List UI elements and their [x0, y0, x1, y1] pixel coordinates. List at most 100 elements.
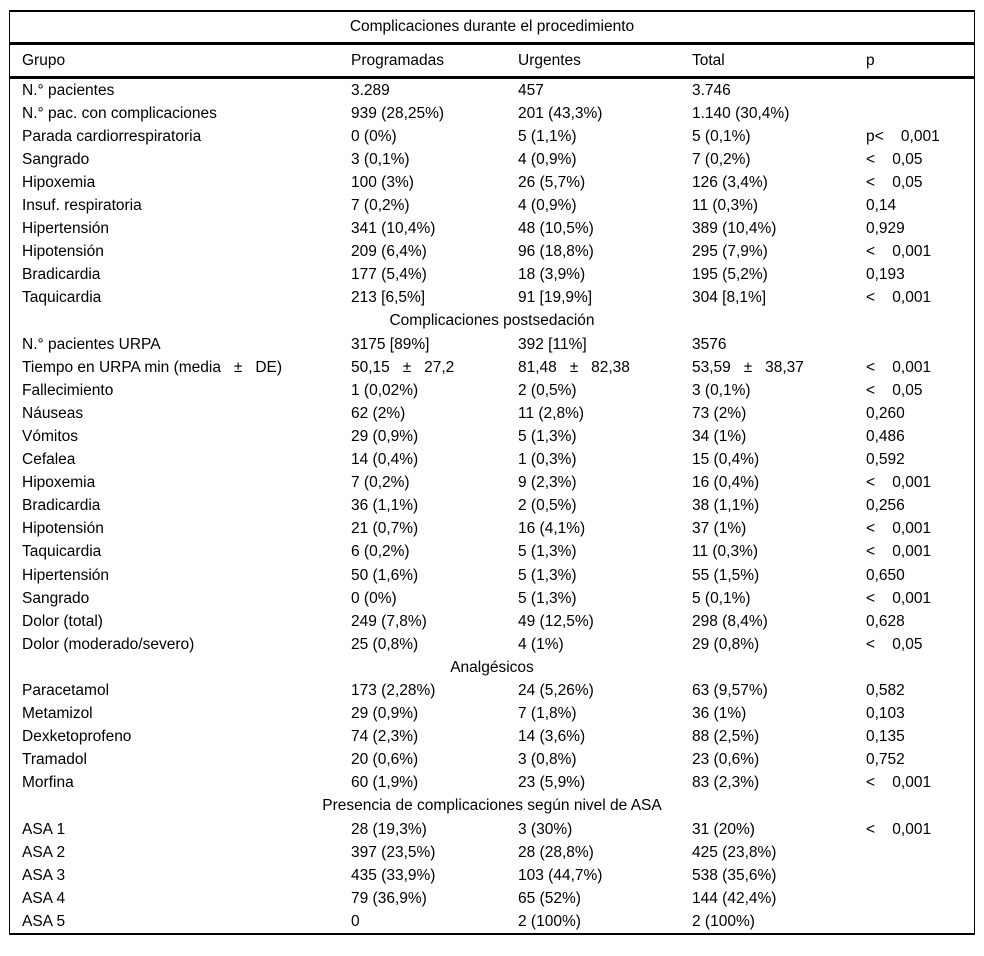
total-cell: 55 (1,5%) — [692, 566, 760, 584]
total-cell: 298 (8,4%) — [692, 612, 768, 630]
row-label-cell: Cefalea — [22, 451, 76, 469]
table-row: Vómitos 29 (0,9%) 5 (1,3%) 34 (1%) 0,486 — [10, 425, 974, 448]
table-body: N.° pacientes 3.289 457 3.746 N.° pac. con c… — [10, 79, 974, 933]
total-cell: 15 (0,4%) — [692, 451, 760, 469]
row-label-cell: Insuf. respiratoria — [22, 197, 142, 215]
table-row: Cefalea 14 (0,4%) 1 (0,3%) 15 (0,4%) 0,592 — [10, 449, 974, 472]
row-label-cell: Sangrado — [22, 150, 90, 168]
total-cell: 295 (7,9%) — [692, 243, 768, 261]
total-cell: 16 (0,4%) — [692, 474, 760, 492]
total-cell: 37 (1%) — [692, 520, 747, 538]
urgentes-cell: 91 [19,9%] — [518, 289, 593, 307]
row-label-cell: Hipoxemia — [22, 173, 96, 191]
p-value-cell: 0,592 — [866, 451, 905, 469]
column-header-programadas: Programadas — [351, 51, 445, 69]
programadas-cell: 21 (0,7%) — [351, 520, 419, 538]
total-cell: 3576 — [692, 335, 727, 353]
table-row: Metamizol 29 (0,9%) 7 (1,8%) 36 (1%) 0,103 — [10, 703, 974, 726]
programadas-cell: 3 (0,1%) — [351, 150, 410, 168]
column-header-grupo: Grupo — [22, 51, 66, 69]
row-label-cell: N.° pacientes — [22, 81, 115, 99]
total-cell: 11 (0,3%) — [692, 197, 759, 215]
table-row: Insuf. respiratoria 7 (0,2%) 4 (0,9%) 11 (0… — [10, 194, 974, 217]
urgentes-cell: 392 [11%] — [518, 335, 587, 353]
table-row: Morfina 60 (1,9%) 23 (5,9%) 83 (2,3%) < 0,00… — [10, 772, 974, 795]
total-cell: 195 (5,2%) — [692, 266, 768, 284]
table-row: Hipertensión 341 (10,4%) 48 (10,5%) 389 (10… — [10, 218, 974, 241]
total-cell: 538 (35,6%) — [692, 866, 777, 884]
programadas-cell: 50,15 ± 27,2 — [351, 358, 455, 376]
row-label-cell: ASA 5 — [22, 912, 66, 930]
total-cell: 83 (2,3%) — [692, 774, 760, 792]
programadas-cell: 29 (0,9%) — [351, 427, 419, 445]
urgentes-cell: 7 (1,8%) — [518, 705, 577, 723]
total-cell: 144 (42,4%) — [692, 889, 777, 907]
row-label-cell: Dolor (total) — [22, 612, 103, 630]
section-header: Analgésicos — [450, 658, 534, 676]
table-row: ASA 1 28 (19,3%) 3 (30%) 31 (20%) < 0,001 — [10, 818, 974, 841]
p-value-cell: 0,582 — [866, 681, 905, 699]
row-label-cell: Fallecimiento — [22, 381, 114, 399]
programadas-cell: 36 (1,1%) — [351, 497, 419, 515]
total-cell: 36 (1%) — [692, 705, 747, 723]
urgentes-cell: 457 — [518, 81, 544, 99]
table-row: N.° pac. con complicaciones 939 (28,25%) 2… — [10, 102, 974, 125]
p-value-cell: < 0,001 — [866, 820, 932, 838]
row-label-cell: Dexketoprofeno — [22, 728, 132, 746]
p-value-cell: 0,486 — [866, 427, 905, 445]
programadas-cell: 74 (2,3%) — [351, 728, 419, 746]
p-value-cell: 0,14 — [866, 197, 897, 215]
complications-table: Complicaciones durante el procedimiento … — [9, 10, 975, 936]
table-row: Bradicardia 177 (5,4%) 18 (3,9%) 195 (5,2%)… — [10, 264, 974, 287]
row-label-cell: Hipoxemia — [22, 474, 96, 492]
p-value-cell: p< 0,001 — [866, 127, 940, 145]
urgentes-cell: 81,48 ± 82,38 — [518, 358, 630, 376]
urgentes-cell: 2 (0,5%) — [518, 381, 577, 399]
urgentes-cell: 23 (5,9%) — [518, 774, 586, 792]
table-row: Paracetamol 173 (2,28%) 24 (5,26%) 63 (9,57… — [10, 679, 974, 702]
row-label-cell: Taquicardia — [22, 289, 102, 307]
programadas-cell: 0 — [351, 912, 360, 930]
p-value-cell: 0,260 — [866, 404, 905, 422]
total-cell: 29 (0,8%) — [692, 635, 760, 653]
row-label-cell: Vómitos — [22, 427, 78, 445]
row-label-cell: ASA 4 — [22, 889, 66, 907]
programadas-cell: 0 (0%) — [351, 127, 397, 145]
column-header-total: Total — [692, 51, 725, 69]
programadas-cell: 0 (0%) — [351, 589, 397, 607]
table-row: ASA 3 435 (33,9%) 103 (44,7%) 538 (35,6%) — [10, 864, 974, 887]
urgentes-cell: 28 (28,8%) — [518, 843, 594, 861]
programadas-cell: 14 (0,4%) — [351, 451, 419, 469]
urgentes-cell: 48 (10,5%) — [518, 220, 594, 238]
total-cell: 3.746 — [692, 81, 731, 99]
table-row: Dexketoprofeno 74 (2,3%) 14 (3,6%) 88 (2,5%… — [10, 726, 974, 749]
p-value-cell: 0,628 — [866, 612, 905, 630]
table-row: Hipoxemia 100 (3%) 26 (5,7%) 126 (3,4%) < 0,… — [10, 171, 974, 194]
programadas-cell: 6 (0,2%) — [351, 543, 410, 561]
urgentes-cell: 103 (44,7%) — [518, 866, 603, 884]
row-label-cell: Metamizol — [22, 705, 93, 723]
total-cell: 34 (1%) — [692, 427, 747, 445]
urgentes-cell: 9 (2,3%) — [518, 474, 577, 492]
programadas-cell: 7 (0,2%) — [351, 197, 410, 215]
total-cell: 73 (2%) — [692, 404, 747, 422]
table-row: Hipotensión 209 (6,4%) 96 (18,8%) 295 (7,9%… — [10, 241, 974, 264]
table-row: ASA 4 79 (36,9%) 65 (52%) 144 (42,4%) — [10, 887, 974, 910]
programadas-cell: 249 (7,8%) — [351, 612, 427, 630]
programadas-cell: 3.289 — [351, 81, 390, 99]
p-value-cell: 0,135 — [866, 728, 905, 746]
urgentes-cell: 18 (3,9%) — [518, 266, 586, 284]
urgentes-cell: 16 (4,1%) — [518, 520, 586, 538]
programadas-cell: 28 (19,3%) — [351, 820, 427, 838]
total-cell: 7 (0,2%) — [692, 150, 751, 168]
row-label-cell: Bradicardia — [22, 497, 101, 515]
programadas-cell: 397 (23,5%) — [351, 843, 436, 861]
urgentes-cell: 5 (1,3%) — [518, 427, 577, 445]
programadas-cell: 177 (5,4%) — [351, 266, 427, 284]
total-cell: 3 (0,1%) — [692, 381, 751, 399]
p-value-cell: 0,929 — [866, 220, 905, 238]
row-label-cell: ASA 3 — [22, 866, 66, 884]
table-row: Taquicardia 213 [6,5%] 91 [19,9%] 304 [8,1%… — [10, 287, 974, 310]
urgentes-cell: 5 (1,3%) — [518, 566, 577, 584]
row-label-cell: Hipotensión — [22, 243, 104, 261]
